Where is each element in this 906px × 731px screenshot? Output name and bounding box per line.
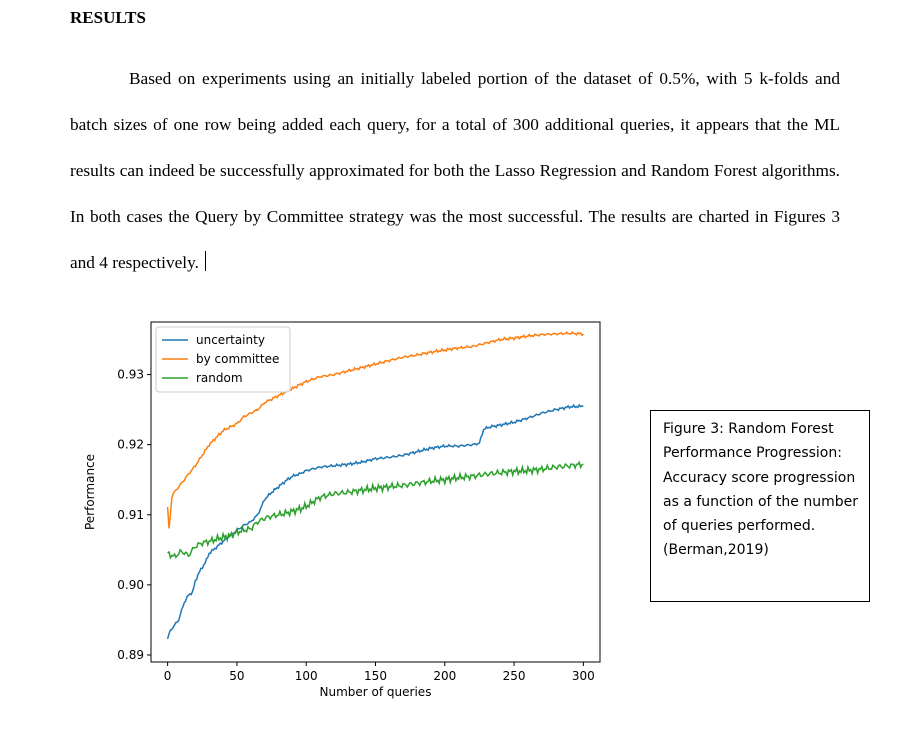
legend-label: random [196, 371, 243, 385]
y-tick-label: 0.89 [117, 648, 144, 662]
x-tick-label: 200 [433, 669, 456, 683]
x-tick-label: 50 [229, 669, 244, 683]
y-tick-label: 0.92 [117, 438, 144, 452]
series-line-by-committee [166, 330, 584, 529]
x-axis-label: Number of queries [320, 685, 432, 699]
legend-label: by committee [196, 352, 279, 366]
series-layer [166, 330, 584, 640]
section-heading: RESULTS [70, 8, 146, 27]
chart-legend: uncertainty by committee random [155, 326, 291, 393]
x-tick-label: 150 [364, 669, 387, 683]
series-line-random [167, 460, 584, 560]
y-tick-label: 0.91 [117, 508, 144, 522]
figure-caption: Figure 3: Random Forest Performance Prog… [650, 410, 870, 602]
text-cursor [204, 251, 206, 271]
y-tick-label: 0.93 [117, 368, 144, 382]
results-paragraph: Based on experiments using an initially … [70, 56, 840, 286]
y-axis-label: Performance [83, 454, 97, 530]
figure-3-chart: 0 50 100 150 200 250 300 0.89 0.90 0.91 0.92 0.93 N… [83, 321, 601, 699]
legend-box [155, 326, 291, 393]
x-tick-label: 250 [503, 669, 526, 683]
x-tick-label: 100 [295, 669, 318, 683]
y-tick-label: 0.90 [117, 578, 144, 592]
legend-label: uncertainty [196, 333, 265, 347]
x-tick-label: 0 [164, 669, 172, 683]
ticks-layer: 0 50 100 150 200 250 300 0.89 0.90 0.91 0.92 0.93 [117, 368, 595, 683]
x-tick-label: 300 [572, 669, 595, 683]
paragraph-text: Based on experiments using an initially … [70, 69, 840, 272]
series-line-uncertainty [166, 403, 584, 640]
